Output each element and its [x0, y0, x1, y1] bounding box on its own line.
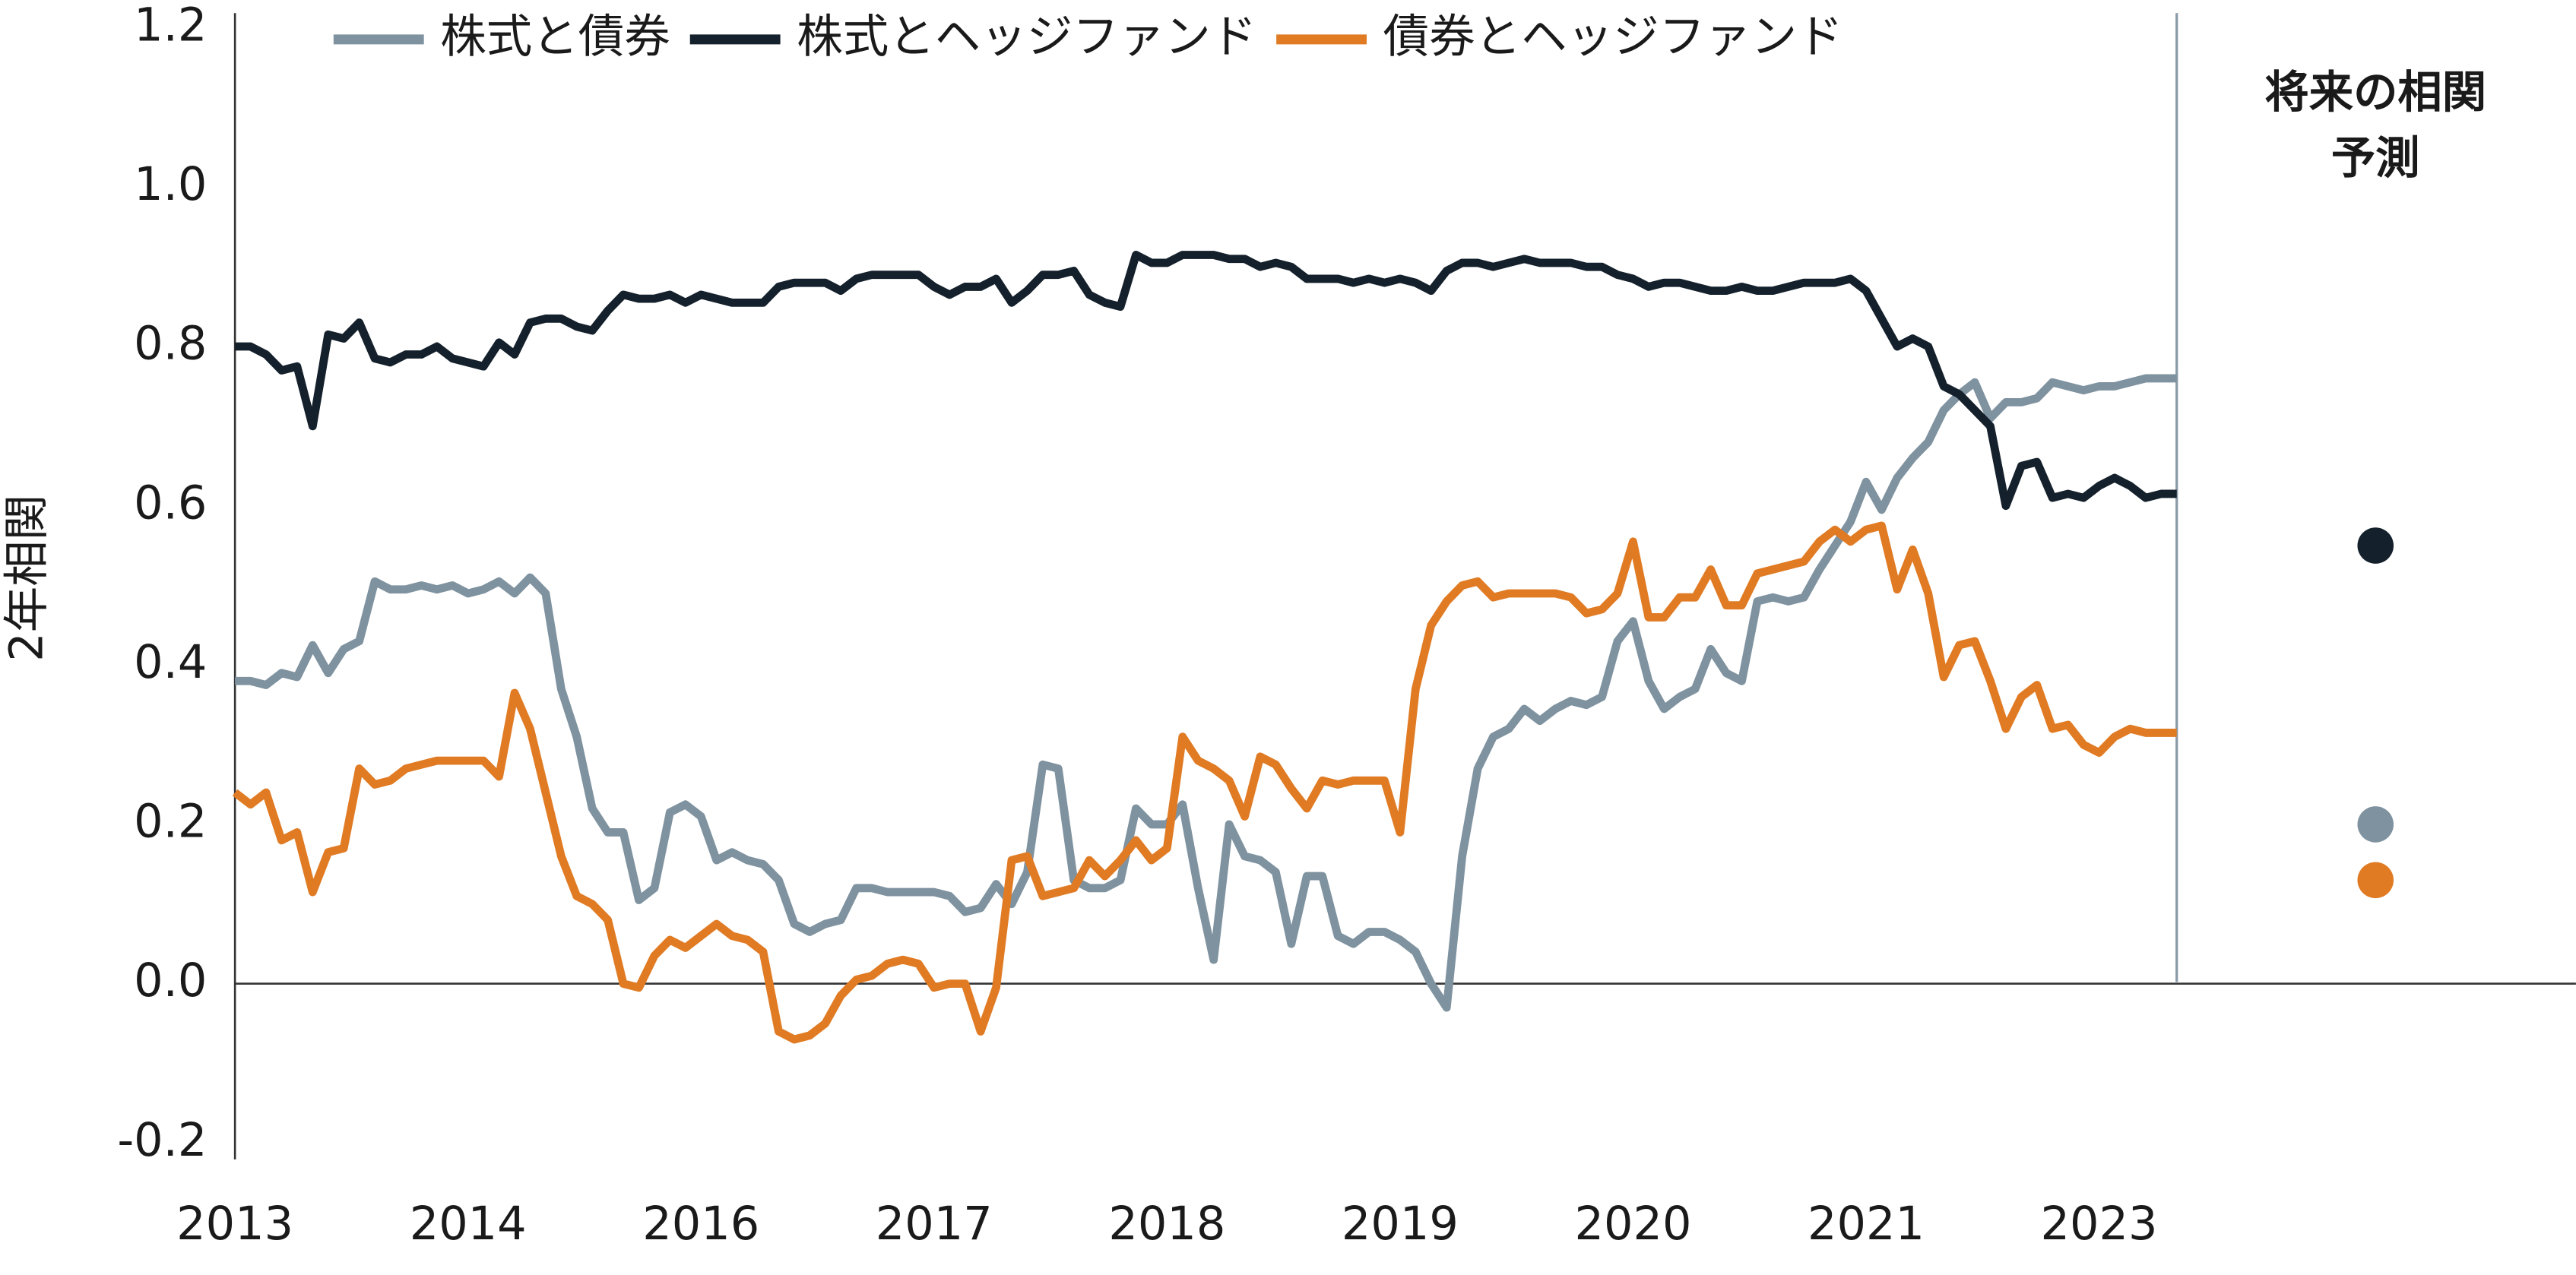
y-tick-label: 0.2 [134, 796, 207, 849]
legend-label: 債券とヘッジファンド [1383, 10, 1843, 63]
legend-label: 株式と債券 [440, 10, 670, 63]
series-line [232, 521, 2177, 1044]
x-tick-label: 2017 [876, 1197, 993, 1251]
series-line [235, 374, 2177, 1012]
forecast-title: 予測 [2331, 132, 2420, 184]
x-tick-label: 2021 [1808, 1197, 1925, 1251]
x-tick-label: 2023 [2041, 1197, 2158, 1251]
forecast-title: 将来の相関 [2264, 66, 2486, 118]
y-tick-label: 1.0 [134, 158, 207, 211]
series-line [235, 251, 2177, 511]
y-tick-label: 0.6 [134, 476, 207, 530]
y-tick-label: 0.4 [134, 636, 207, 689]
forecast-dot [2357, 862, 2394, 899]
y-tick-label: 1.2 [134, 0, 207, 52]
x-tick-label: 2019 [1342, 1197, 1459, 1251]
y-tick-label: 0.8 [134, 318, 207, 371]
x-tick-label: 2020 [1574, 1197, 1691, 1251]
legend-label: 株式とヘッジファンド [797, 10, 1256, 63]
x-tick-label: 2014 [410, 1197, 527, 1251]
forecast-dot [2357, 806, 2394, 843]
x-tick-label: 2016 [642, 1197, 759, 1251]
y-axis-label: 2年相関 [1, 495, 54, 662]
y-tick-label: 0.0 [134, 954, 207, 1008]
x-tick-label: 2018 [1108, 1197, 1225, 1251]
y-tick-label: -0.2 [117, 1114, 207, 1167]
x-tick-label: 2013 [176, 1197, 293, 1251]
forecast-dot [2357, 527, 2394, 564]
